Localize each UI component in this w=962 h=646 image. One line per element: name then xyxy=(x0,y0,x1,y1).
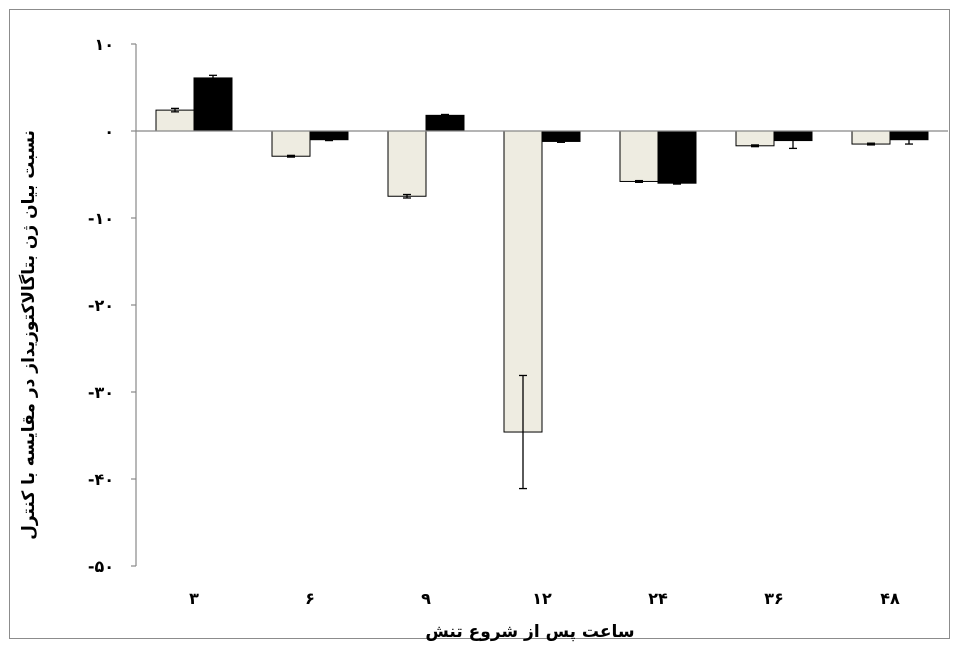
bar-s1-1 xyxy=(271,130,311,157)
x-tick-label: ۲۴ xyxy=(648,589,668,608)
x-tick-label: ۱۲ xyxy=(532,589,552,608)
bar-s2-4 xyxy=(657,130,697,184)
bar-s2-0 xyxy=(193,77,233,132)
x-tick-label: ۳ xyxy=(189,589,199,608)
x-tick-label: ۳۶ xyxy=(764,589,784,608)
bar-s1-6 xyxy=(851,130,891,145)
y-tick-label: ۱۰ xyxy=(94,35,114,54)
x-axis-title: ساعت پس از شروع تنش xyxy=(425,622,634,642)
y-tick-label: -۲۰ xyxy=(88,296,114,315)
y-tick-label: ۰ xyxy=(104,122,114,141)
x-tick-label: ۶ xyxy=(305,589,315,608)
y-axis-title: نسبت بیان ژن بتاگالاکتوزیداز در مقایسه ب… xyxy=(18,130,39,540)
x-tick-label: ۴۸ xyxy=(880,589,900,608)
x-tick-label: ۹ xyxy=(421,589,431,608)
bar-s1-2 xyxy=(387,130,427,197)
y-tick-label: -۳۰ xyxy=(88,383,114,402)
y-tick-label: -۱۰ xyxy=(88,209,114,228)
bar-s2-2 xyxy=(425,114,465,132)
bars-layer xyxy=(155,74,929,490)
bar-s1-5 xyxy=(735,130,775,147)
bar-s1-4 xyxy=(619,130,659,182)
bar-s2-3 xyxy=(541,130,581,142)
bar-s1-0 xyxy=(155,109,195,132)
y-tick-label: -۴۰ xyxy=(88,470,114,489)
y-tick-label: -۵۰ xyxy=(88,557,114,576)
